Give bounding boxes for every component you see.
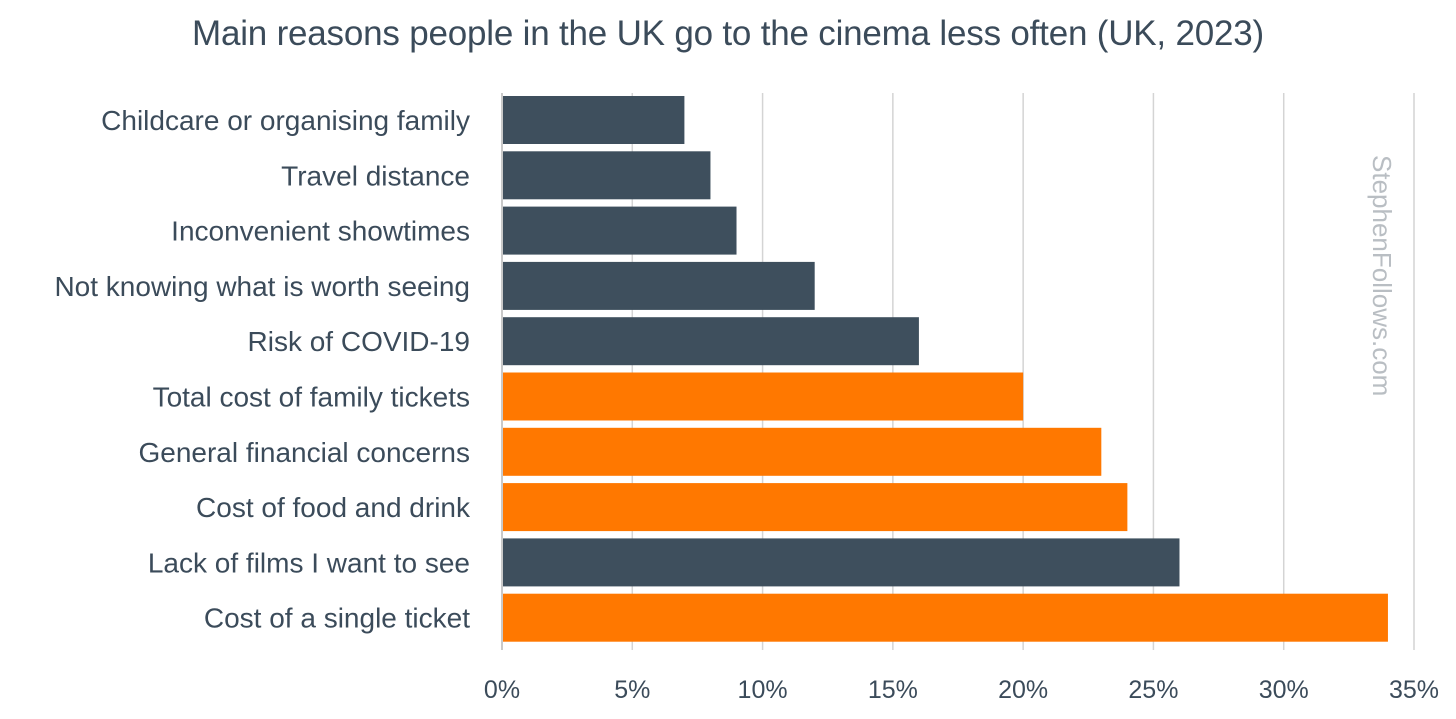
x-tick-label: 10% <box>738 676 788 704</box>
bar <box>503 317 919 366</box>
x-tick-label: 20% <box>998 676 1048 704</box>
bar <box>503 538 1180 587</box>
bar <box>503 96 685 144</box>
chart-title: Main reasons people in the UK go to the … <box>191 14 1264 53</box>
category-label: Risk of COVID-19 <box>248 326 471 357</box>
category-label: Cost of a single ticket <box>204 603 470 634</box>
x-tick-label: 25% <box>1128 676 1178 704</box>
bar <box>503 151 711 200</box>
category-label: Childcare or organising family <box>101 105 470 136</box>
x-tick-label: 35% <box>1389 676 1439 704</box>
category-label: Cost of food and drink <box>196 492 471 523</box>
bar <box>503 483 1128 532</box>
category-label: Not knowing what is worth seeing <box>54 271 470 302</box>
bar <box>503 206 737 255</box>
x-tick-label: 0% <box>484 676 520 704</box>
bar <box>503 427 1102 476</box>
bars <box>503 96 1388 642</box>
bar <box>503 593 1388 642</box>
x-tick-label: 15% <box>868 676 918 704</box>
category-label: Inconvenient showtimes <box>171 216 470 247</box>
category-label: Travel distance <box>281 160 470 191</box>
x-tick-label: 30% <box>1259 676 1309 704</box>
watermark-text: StephenFollows.com <box>1367 155 1397 396</box>
category-label: General financial concerns <box>138 437 470 468</box>
x-axis-tick-labels: 0% 5% 10% 15% 20% 25% 30% 35% <box>484 676 1439 704</box>
category-labels: Childcare or organising family Travel dis… <box>54 105 471 634</box>
category-label: Lack of films I want to see <box>148 547 470 578</box>
bar <box>503 261 815 310</box>
x-tick-label: 5% <box>614 676 650 704</box>
bar <box>503 372 1024 421</box>
category-label: Total cost of family tickets <box>153 382 470 413</box>
